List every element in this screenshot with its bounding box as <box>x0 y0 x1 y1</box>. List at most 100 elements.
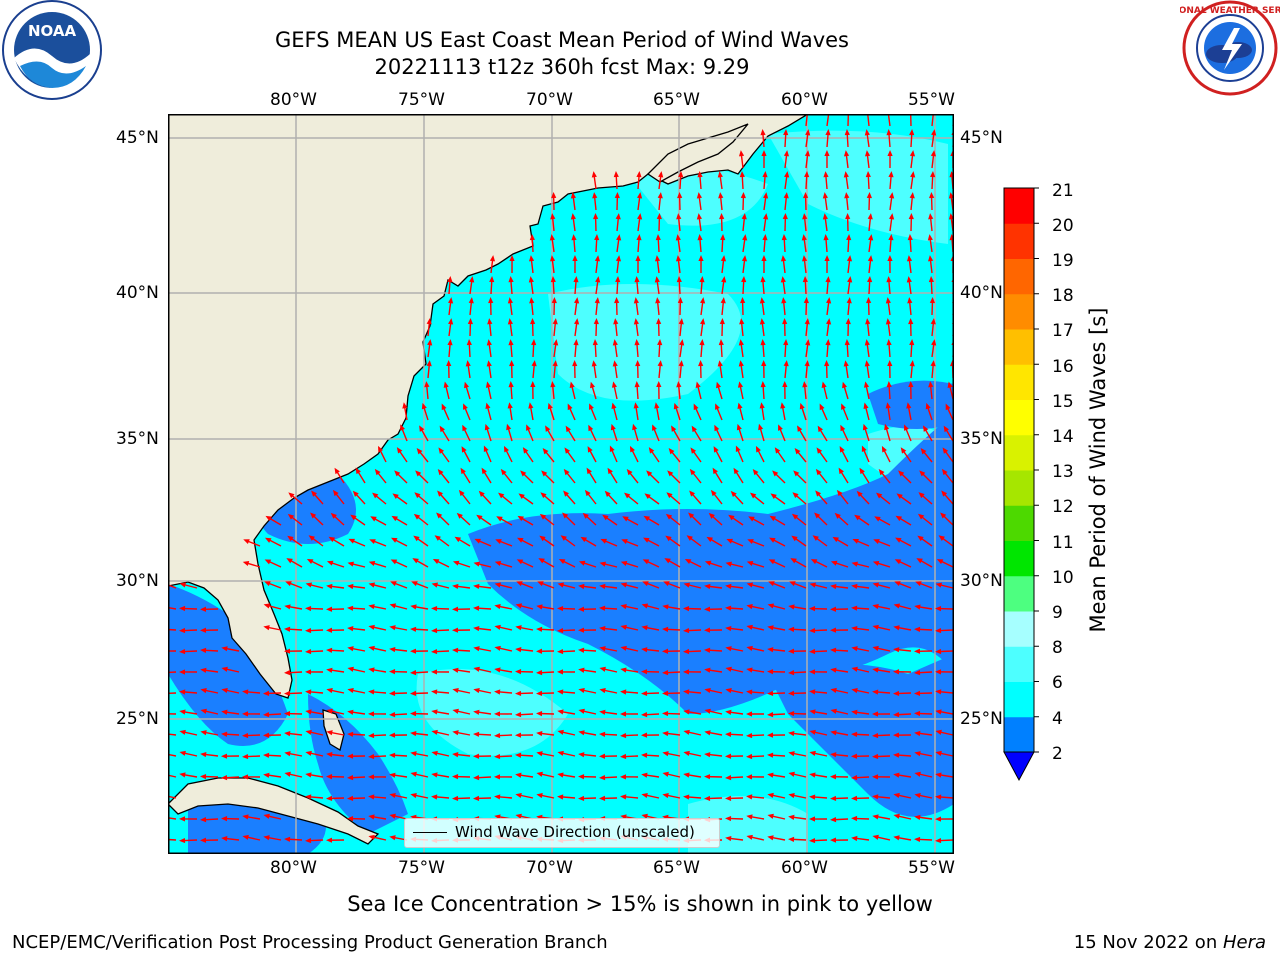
wind-arrow-head <box>935 837 942 844</box>
wind-arrow-head <box>759 402 765 409</box>
wind-arrow-head <box>410 751 417 757</box>
wind-arrow-head <box>308 535 315 541</box>
colorbar-segment <box>1004 399 1034 436</box>
wind-arrow-head <box>414 492 421 499</box>
wind-arrow-head <box>788 771 795 777</box>
colorbar-tick-16: 16 <box>1052 357 1074 377</box>
wind-arrow-head <box>824 150 830 157</box>
wind-arrow-head <box>721 276 727 283</box>
wind-arrow-shaft <box>931 114 934 127</box>
wind-arrow-head <box>746 834 753 840</box>
wind-arrow-head <box>691 425 697 433</box>
wind-arrow-head <box>750 492 757 499</box>
wind-arrow-head <box>822 192 828 199</box>
wind-arrow-head <box>456 512 463 519</box>
wind-arrow-head <box>809 729 816 735</box>
wind-arrow-head <box>437 468 444 476</box>
wind-arrow-head <box>783 339 789 346</box>
wind-arrow-head <box>852 538 859 544</box>
wind-arrow-head <box>830 606 837 612</box>
wind-arrow-head <box>473 709 480 715</box>
wind-arrow-head <box>781 234 787 241</box>
wind-arrow-head <box>908 381 914 388</box>
wind-arrow-head <box>347 816 354 822</box>
wind-arrow-head <box>486 339 492 346</box>
wind-arrow-head <box>809 669 816 675</box>
wind-arrow-head <box>629 445 635 453</box>
wind-arrow-head <box>943 425 950 433</box>
wind-arrow-head <box>528 255 535 262</box>
wind-arrow-head <box>885 318 892 325</box>
wind-arrow-head <box>935 750 942 756</box>
wind-arrow-head <box>461 446 467 453</box>
wind-arrow-head <box>940 512 947 519</box>
wind-arrow-head <box>389 669 396 675</box>
wind-arrow-head <box>368 774 375 780</box>
wind-arrow-head <box>746 774 753 780</box>
wind-arrow-head <box>305 837 312 844</box>
wind-arrow-head <box>595 276 601 283</box>
wind-arrow-head <box>200 627 207 633</box>
wind-arrow-head <box>767 603 775 609</box>
wind-arrow-head <box>738 360 744 367</box>
wind-arrow-head <box>326 667 333 673</box>
wind-arrow-head <box>886 276 892 283</box>
wind-arrow-head <box>478 490 485 497</box>
wind-arrow-head <box>560 535 567 541</box>
wind-arrow-head <box>941 490 948 497</box>
wind-arrow-head <box>914 730 921 737</box>
colorbar-tick-9: 9 <box>1052 603 1063 623</box>
wind-arrow-head <box>305 772 312 778</box>
wind-arrow-head <box>746 582 754 588</box>
wind-arrow-head <box>816 447 823 454</box>
wind-arrow-head <box>413 513 421 520</box>
wind-arrow-head <box>767 772 774 778</box>
colorbar-tick-21: 21 <box>1052 181 1074 201</box>
wind-arrow-head <box>592 339 598 346</box>
wind-arrow-head <box>755 445 761 453</box>
wind-arrow-head <box>200 647 207 653</box>
wind-arrow-head <box>763 192 769 199</box>
lon-label-bottom-55w: 55°W <box>908 858 955 878</box>
wind-arrow-head <box>717 360 723 367</box>
wind-arrow-head <box>500 468 507 476</box>
wind-arrow-head <box>221 687 228 694</box>
wind-arrow-head <box>370 516 377 522</box>
wind-arrow-head <box>839 446 845 453</box>
wind-arrow-head <box>893 813 900 819</box>
wind-arrow-head <box>824 255 830 262</box>
wind-arrow-head <box>431 648 438 655</box>
wind-arrow-head <box>515 603 523 609</box>
colorbar-tick-18: 18 <box>1052 286 1074 306</box>
wind-arrow-head <box>935 772 942 778</box>
wind-arrow-head <box>662 771 669 777</box>
wind-arrow-head <box>641 625 648 631</box>
wind-arrow-head <box>264 537 272 543</box>
wind-arrow-head <box>821 381 827 388</box>
wind-arrow-head <box>718 339 724 346</box>
wind-arrow-head <box>332 489 339 497</box>
wind-arrow-head <box>760 381 766 388</box>
wind-arrow-head <box>936 559 944 565</box>
wind-arrow-head <box>620 645 627 651</box>
wind-arrow-head <box>613 318 619 325</box>
wind-arrow-head <box>794 448 801 455</box>
wind-arrow-head <box>700 318 706 325</box>
wind-arrow-head <box>641 792 648 799</box>
wind-arrow-head <box>925 402 931 410</box>
wind-arrow-head <box>448 318 454 325</box>
colorbar-tick-20: 20 <box>1052 216 1074 236</box>
wind-arrow-head <box>284 731 291 737</box>
wind-arrow-head <box>809 648 816 655</box>
wind-arrow-head <box>641 669 648 675</box>
wind-arrow-head <box>662 626 669 632</box>
wind-arrow-head <box>928 276 934 283</box>
colorbar-segment <box>1004 681 1034 718</box>
wind-arrow-head <box>872 732 879 739</box>
wind-arrow-head <box>179 582 187 588</box>
wind-arrow-head <box>263 772 270 778</box>
wind-arrow-head <box>557 794 564 800</box>
wind-arrow-head <box>896 493 903 500</box>
wind-arrow-head <box>347 561 354 567</box>
wind-arrow-head <box>713 446 719 453</box>
